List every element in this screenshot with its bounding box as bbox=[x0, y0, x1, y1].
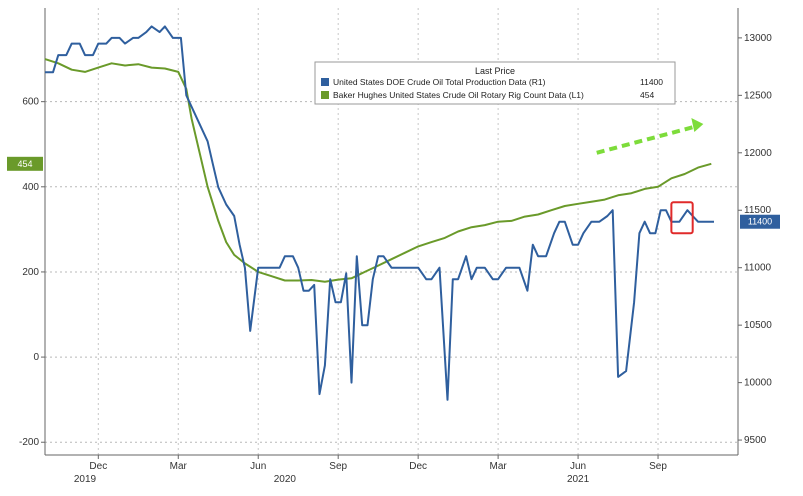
left-tick-label: -200 bbox=[19, 437, 39, 448]
legend-box bbox=[314, 61, 676, 105]
legend-last-production: 11400 bbox=[640, 77, 663, 87]
right-tick-label: 12500 bbox=[744, 90, 772, 101]
x-axis-ticks: Dec Mar Jun Sep Dec Mar Jun Sep 2019 2020 2021 bbox=[74, 455, 667, 485]
x-year-label: 2019 bbox=[74, 474, 97, 485]
x-tick-label: Sep bbox=[649, 461, 667, 472]
legend-last-rigcount: 454 bbox=[640, 90, 654, 100]
right-tick-label: 12000 bbox=[744, 148, 772, 159]
x-tick-label: Dec bbox=[89, 461, 107, 472]
last-value-badge-right bbox=[740, 214, 780, 229]
right-tick-label: 10000 bbox=[744, 378, 772, 389]
x-tick-label: Mar bbox=[489, 461, 507, 472]
legend-label-rigcount: Baker Hughes United States Crude Oil Rot… bbox=[333, 90, 584, 100]
legend-label-production: United States DOE Crude Oil Total Produc… bbox=[333, 77, 546, 87]
x-tick-label: Jun bbox=[570, 461, 586, 472]
last-value-badge-left bbox=[7, 156, 43, 171]
highlight-box bbox=[670, 201, 694, 235]
last-value-badge-text-right: 11400 bbox=[748, 217, 772, 227]
x-tick-label: Mar bbox=[170, 461, 188, 472]
trend-arrow-head bbox=[691, 118, 704, 133]
left-tick-label: 200 bbox=[22, 267, 39, 278]
last-value-badge-text-left: 454 bbox=[17, 159, 32, 169]
left-axis-ticks: 600 400 200 0 -200 bbox=[19, 97, 45, 448]
last-value-badges: 454 11400 bbox=[7, 156, 780, 229]
right-tick-label: 11000 bbox=[744, 263, 772, 274]
left-tick-label: 400 bbox=[22, 182, 39, 193]
left-tick-label: 0 bbox=[33, 352, 39, 363]
right-tick-label: 11500 bbox=[744, 205, 772, 216]
x-year-label: 2021 bbox=[567, 474, 590, 485]
series-layer bbox=[44, 25, 714, 401]
series-line-production bbox=[45, 25, 714, 401]
legend-swatch-rigcount bbox=[321, 91, 329, 99]
right-tick-label: 13000 bbox=[744, 33, 772, 44]
x-tick-label: Sep bbox=[329, 461, 347, 472]
left-tick-label: 600 bbox=[22, 97, 39, 108]
x-tick-label: Jun bbox=[250, 461, 266, 472]
annotation-layer bbox=[596, 118, 704, 235]
legend: Last Price United States DOE Crude Oil T… bbox=[314, 61, 676, 105]
right-axis-ticks: 13000 12500 12000 11500 11000 10500 10000 9500 bbox=[738, 33, 772, 446]
right-tick-label: 10500 bbox=[744, 320, 772, 331]
x-tick-label: Dec bbox=[409, 461, 427, 472]
legend-title: Last Price bbox=[475, 66, 515, 76]
x-year-label: 2020 bbox=[274, 474, 297, 485]
right-tick-label: 9500 bbox=[744, 435, 767, 446]
legend-swatch-production bbox=[321, 78, 329, 86]
trend-arrow-shaft bbox=[596, 124, 698, 155]
